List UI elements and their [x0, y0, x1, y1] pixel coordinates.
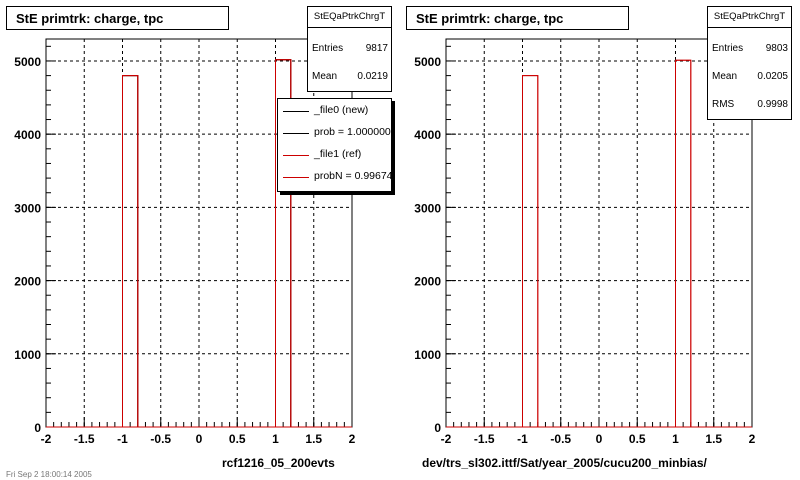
left-histogram-panel: -2 -1.5 -1 -0.5 0 0.5 1 1.5 2 0 1000 2000 3000 4000 50… — [6, 6, 392, 470]
legend-swatch-black — [283, 111, 309, 112]
right-y-tick-label: 1000 — [414, 348, 441, 362]
right-y-tick-label: 0 — [434, 421, 441, 435]
left-y-tick-label: 0 — [34, 421, 41, 435]
right-histogram-panel: -2 -1.5 -1 -0.5 0 0.5 1 1.5 2 0 1000 2000 3000 4000 50… — [400, 0, 800, 480]
left-x-tick-label: -0.5 — [150, 432, 171, 446]
left-legend: _file0 (new) prob = 1.000000 _file1 (ref… — [277, 98, 392, 192]
right-x-tick-label: -1 — [517, 432, 528, 446]
left-y-tick-label: 4000 — [14, 128, 41, 142]
right-histogram-bin — [675, 59, 692, 428]
left-y-tick-label: 5000 — [14, 55, 41, 69]
left-histogram-bin — [122, 75, 139, 428]
left-x-tick-label: -1 — [117, 432, 128, 446]
left-x-tick-label: 1 — [272, 432, 279, 446]
right-stats-box: StEQaPtrkChrgT Entries 9803 Mean 0.0205 … — [707, 6, 792, 120]
right-x-tick-label: -2 — [441, 432, 452, 446]
legend-swatch-red — [283, 177, 309, 178]
left-stats-name: StEQaPtrkChrgT — [308, 7, 391, 28]
right-x-tick-label: 1.5 — [705, 432, 722, 446]
left-x-tick-label: -1.5 — [74, 432, 95, 446]
left-y-tick-label: 3000 — [14, 201, 41, 215]
right-x-axis-label: dev/trs_sl302.ittf/Sat/year_2005/cucu200… — [422, 456, 707, 470]
left-x-axis-label: rcf1216_05_200evts — [222, 456, 335, 470]
left-stats-box: StEQaPtrkChrgT Entries 9817 Mean 0.0219 — [307, 6, 392, 92]
left-histogram-title: StE primtrk: charge, tpc — [6, 6, 229, 30]
right-x-tick-label: 0 — [596, 432, 603, 446]
right-histogram-title: StE primtrk: charge, tpc — [406, 6, 629, 30]
left-x-tick-label: 2 — [349, 432, 356, 446]
footer-timestamp: Fri Sep 2 18:00:14 2005 — [6, 470, 92, 479]
right-histogram-svg: -2 -1.5 -1 -0.5 0 0.5 1 1.5 2 0 1000 2000 3000 4000 50… — [414, 38, 756, 446]
right-x-tick-label: -1.5 — [474, 432, 495, 446]
right-x-tick-label: 1 — [672, 432, 679, 446]
right-y-tick-label: 3000 — [414, 201, 441, 215]
legend-swatch-red — [283, 155, 309, 156]
right-histogram-bin — [522, 75, 539, 428]
left-x-tick-label: 0.5 — [229, 432, 246, 446]
left-y-tick-label: 2000 — [14, 275, 41, 289]
right-y-tick-label: 4000 — [414, 128, 441, 142]
right-y-tick-label: 2000 — [414, 275, 441, 289]
left-histogram-bin — [275, 59, 292, 428]
left-x-tick-label: -2 — [41, 432, 52, 446]
left-y-tick-label: 1000 — [14, 348, 41, 362]
right-x-tick-label: 2 — [749, 432, 756, 446]
legend-swatch-black — [283, 133, 309, 134]
right-stats-name: StEQaPtrkChrgT — [708, 7, 791, 28]
left-x-tick-label: 0 — [196, 432, 203, 446]
right-y-tick-label: 5000 — [414, 55, 441, 69]
left-x-tick-label: 1.5 — [305, 432, 322, 446]
right-x-tick-label: -0.5 — [550, 432, 571, 446]
right-x-tick-label: 0.5 — [629, 432, 646, 446]
